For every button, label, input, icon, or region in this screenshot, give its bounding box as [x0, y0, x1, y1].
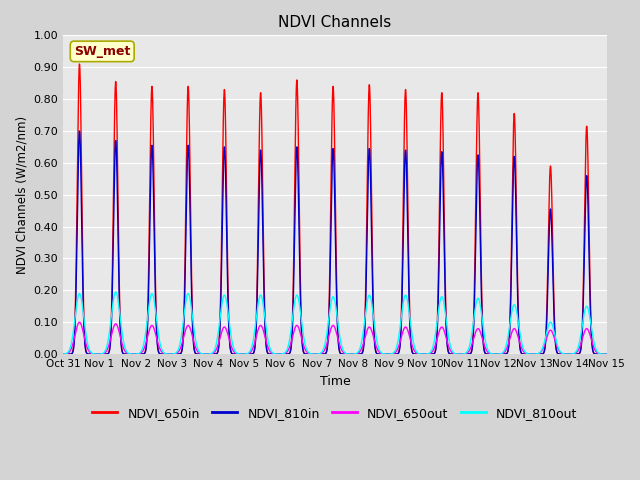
NDVI_650out: [566, 351, 574, 357]
NDVI_650in: [60, 351, 67, 357]
NDVI_650in: [487, 351, 495, 357]
NDVI_650out: [263, 340, 271, 346]
NDVI_810in: [175, 351, 183, 357]
Line: NDVI_650in: NDVI_650in: [63, 64, 607, 354]
Line: NDVI_650out: NDVI_650out: [63, 322, 607, 354]
NDVI_650out: [601, 351, 609, 357]
NDVI_650in: [601, 351, 609, 357]
NDVI_810in: [603, 351, 611, 357]
NDVI_650out: [76, 319, 83, 325]
NDVI_810in: [410, 351, 418, 357]
NDVI_810out: [410, 342, 418, 348]
NDVI_810out: [566, 351, 574, 357]
NDVI_810in: [76, 128, 83, 134]
Text: SW_met: SW_met: [74, 45, 131, 58]
NDVI_650out: [603, 351, 611, 357]
NDVI_810in: [566, 351, 574, 357]
Line: NDVI_810out: NDVI_810out: [63, 292, 607, 354]
NDVI_810in: [601, 351, 609, 357]
NDVI_650in: [410, 351, 418, 357]
NDVI_810out: [603, 351, 611, 357]
NDVI_650in: [76, 61, 83, 67]
Line: NDVI_810in: NDVI_810in: [63, 131, 607, 354]
NDVI_810in: [170, 351, 177, 357]
NDVI_810out: [487, 350, 495, 356]
NDVI_810out: [60, 351, 67, 357]
NDVI_810out: [170, 351, 177, 357]
NDVI_810out: [601, 351, 609, 357]
NDVI_650in: [170, 351, 177, 357]
NDVI_810in: [487, 351, 495, 357]
NDVI_650out: [410, 347, 418, 352]
X-axis label: Time: Time: [319, 374, 350, 387]
NDVI_650out: [487, 351, 495, 357]
NDVI_810in: [60, 351, 67, 357]
NDVI_810in: [263, 347, 271, 352]
NDVI_650in: [263, 346, 271, 351]
NDVI_650out: [170, 351, 177, 357]
NDVI_650in: [603, 351, 611, 357]
NDVI_810out: [112, 289, 120, 295]
NDVI_650out: [175, 348, 183, 353]
Title: NDVI Channels: NDVI Channels: [278, 15, 392, 30]
Legend: NDVI_650in, NDVI_810in, NDVI_650out, NDVI_810out: NDVI_650in, NDVI_810in, NDVI_650out, NDV…: [88, 402, 582, 425]
NDVI_650in: [566, 351, 574, 357]
Y-axis label: NDVI Channels (W/m2/nm): NDVI Channels (W/m2/nm): [15, 116, 28, 274]
NDVI_650out: [60, 351, 67, 357]
NDVI_650in: [175, 351, 183, 357]
NDVI_810out: [175, 343, 183, 349]
NDVI_810out: [263, 329, 271, 335]
